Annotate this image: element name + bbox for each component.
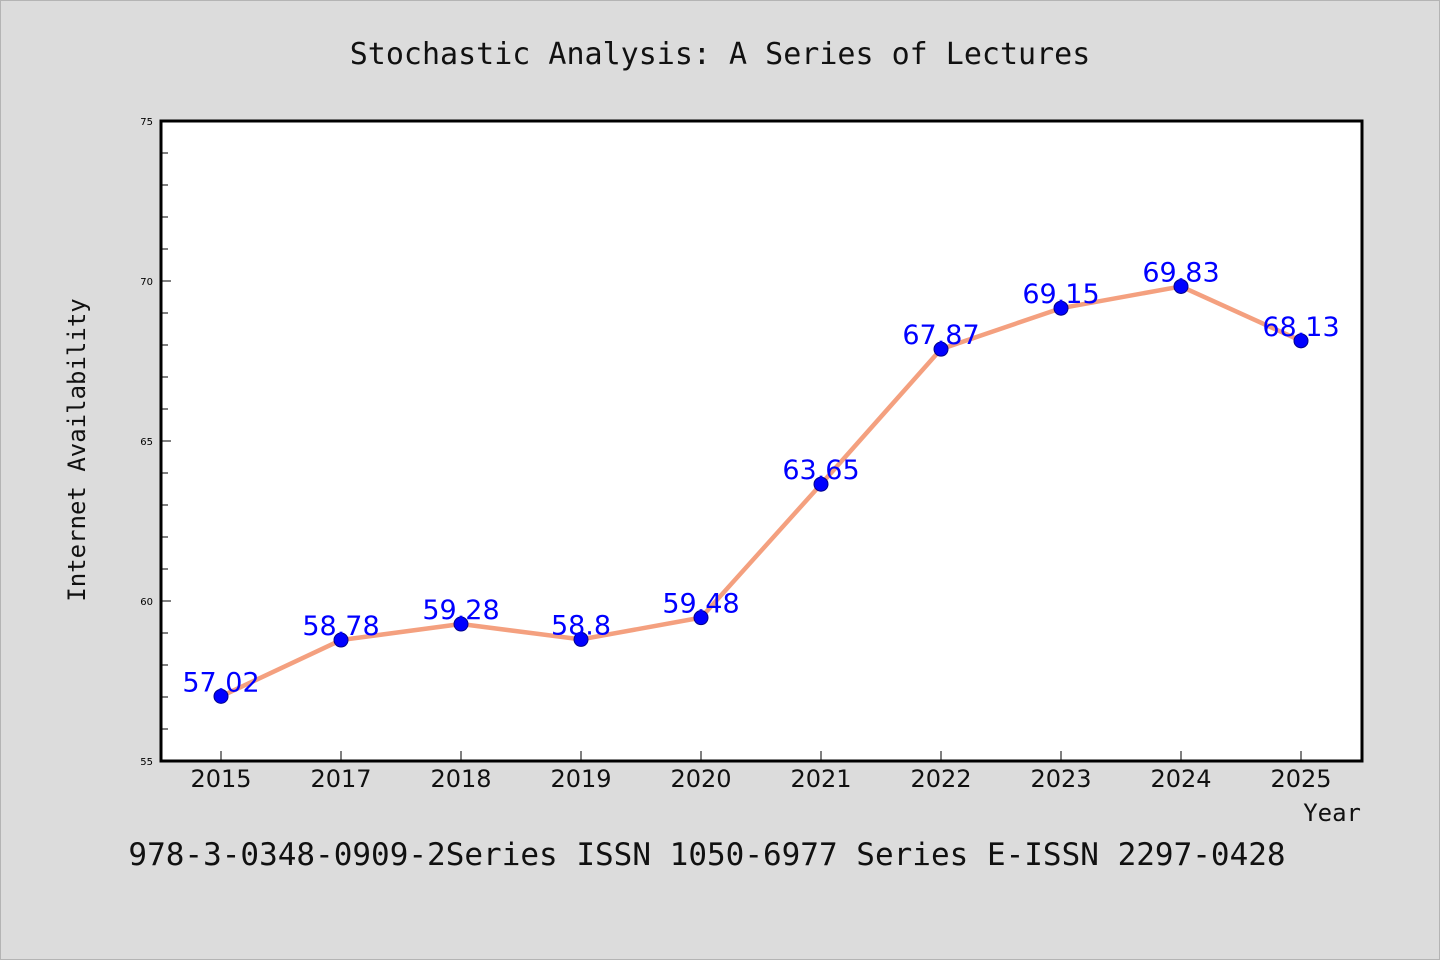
x-axis-label: Year [1303,799,1361,827]
x-tick-label: 2024 [1150,765,1211,793]
x-tick-label: 2019 [550,765,611,793]
x-tick-label: 2020 [670,765,731,793]
data-point [693,610,709,626]
data-point [573,631,589,647]
data-point [453,616,469,632]
data-point [933,341,949,357]
y-axis-label: Internet Availability [63,298,91,601]
data-point [1293,333,1309,349]
x-tick-label: 2025 [1270,765,1331,793]
x-tick-label: 2022 [910,765,971,793]
data-point [333,632,349,648]
plot-frame [159,119,1364,763]
data-label: 69.15 [1022,279,1099,310]
y-tick-label: 60 [140,597,153,608]
data-label: 58.8 [551,610,611,641]
x-tick-label: 2021 [790,765,851,793]
y-tick-label: 65 [140,437,153,448]
data-label: 59.28 [422,595,499,626]
y-tick-label: 70 [140,277,153,288]
series-isbn-caption: 978-3-0348-0909-2Series ISSN 1050-6977 S… [128,837,1285,873]
data-labels: 57.02 58.78 59.28 58.8 59.48 63.65 67.87 69.15 6… [182,257,1339,698]
x-tick-label: 2018 [430,765,491,793]
data-label: 59.48 [662,589,739,620]
data-label: 67.87 [902,320,979,351]
y-tick-label: 55 [140,757,153,768]
chart-title: Stochastic Analysis: A Series of Lecture… [350,37,1091,72]
data-markers [213,278,1309,704]
data-point [1053,300,1069,316]
x-tick-label: 2015 [190,765,251,793]
data-label: 58.78 [302,611,379,642]
data-label: 69.83 [1142,257,1219,288]
data-point [1173,278,1189,294]
series-line [218,284,1304,699]
x-tick-label: 2017 [310,765,371,793]
x-tick-label: 2023 [1030,765,1091,793]
data-label: 57.02 [182,667,259,698]
y-tick-label: 75 [140,117,153,128]
data-label: 63.65 [782,455,859,486]
data-point [213,688,229,704]
plot-area [161,121,1362,761]
x-axis-ticks: 2015 2017 2018 2019 2020 2021 2022 2023 2024 2025 [190,751,1332,793]
data-label: 68.13 [1262,312,1339,343]
data-point [813,476,829,492]
